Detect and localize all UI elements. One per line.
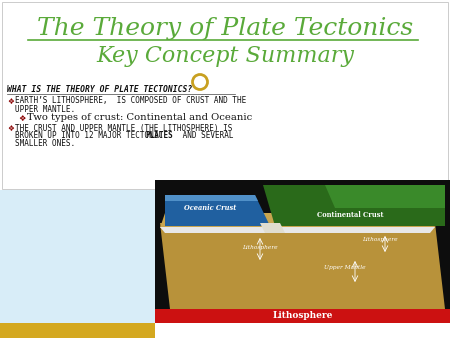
Polygon shape <box>325 185 445 208</box>
Polygon shape <box>165 195 258 201</box>
Polygon shape <box>160 223 445 309</box>
Polygon shape <box>260 223 285 233</box>
Text: EARTH’S LITHOSPHERE,  IS COMPOSED OF CRUST AND THE: EARTH’S LITHOSPHERE, IS COMPOSED OF CRUS… <box>15 97 246 105</box>
Text: THE CRUST AND UPPER MANTLE (THE LITHOSPHERE) IS: THE CRUST AND UPPER MANTLE (THE LITHOSPH… <box>15 123 232 132</box>
Text: The Theory of Plate Tectonics: The Theory of Plate Tectonics <box>37 17 413 40</box>
Text: PLATES: PLATES <box>145 131 173 141</box>
Text: Lithosphere: Lithosphere <box>272 312 333 320</box>
Polygon shape <box>160 213 435 228</box>
Text: SMALLER ONES.: SMALLER ONES. <box>15 140 75 148</box>
Text: BROKEN UP INTO 12 MAJOR TECTONIC: BROKEN UP INTO 12 MAJOR TECTONIC <box>15 131 167 141</box>
FancyBboxPatch shape <box>0 323 155 338</box>
Text: Upper Mantle: Upper Mantle <box>324 266 366 270</box>
Text: Continental Crust: Continental Crust <box>317 211 383 219</box>
Text: Lithosphere: Lithosphere <box>242 245 278 250</box>
FancyBboxPatch shape <box>0 0 450 190</box>
Text: ❖: ❖ <box>7 97 14 105</box>
FancyBboxPatch shape <box>155 309 450 323</box>
Text: Key Concept Summary: Key Concept Summary <box>96 45 354 67</box>
Text: UPPER MANTLE.: UPPER MANTLE. <box>15 104 75 114</box>
Text: AND SEVERAL: AND SEVERAL <box>178 131 234 141</box>
FancyBboxPatch shape <box>155 180 450 323</box>
Polygon shape <box>263 185 445 226</box>
Text: Lithosphere: Lithosphere <box>362 238 398 242</box>
Text: Two types of crust: Continental and Oceanic: Two types of crust: Continental and Ocea… <box>27 114 252 122</box>
Text: ❖: ❖ <box>18 114 26 122</box>
FancyBboxPatch shape <box>0 190 450 323</box>
Polygon shape <box>160 227 435 233</box>
Text: ❖: ❖ <box>7 123 14 132</box>
Polygon shape <box>165 195 270 226</box>
Text: Oceanic Crust: Oceanic Crust <box>184 204 236 212</box>
Text: WHAT IS THE THEORY OF PLATE TECTONICS?: WHAT IS THE THEORY OF PLATE TECTONICS? <box>7 84 192 94</box>
